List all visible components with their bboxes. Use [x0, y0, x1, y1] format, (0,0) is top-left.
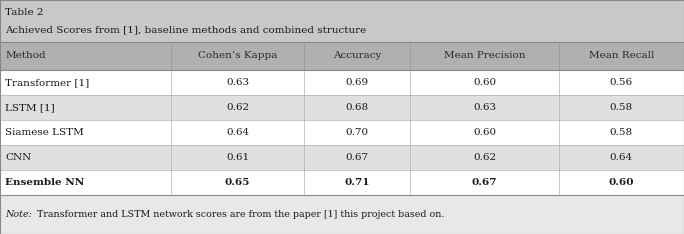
Text: 0.68: 0.68: [345, 103, 369, 112]
Text: Achieved Scores from [1], baseline methods and combined structure: Achieved Scores from [1], baseline metho…: [5, 26, 367, 35]
Text: 0.63: 0.63: [226, 78, 249, 87]
Text: 0.65: 0.65: [225, 178, 250, 187]
Text: Mean Recall: Mean Recall: [589, 51, 654, 61]
Text: 0.71: 0.71: [345, 178, 370, 187]
Text: 0.56: 0.56: [609, 78, 633, 87]
Bar: [0, 42, 684, 70]
Text: Transformer and LSTM network scores are from the paper [1] this project based on: Transformer and LSTM network scores are …: [34, 210, 445, 219]
Text: 0.62: 0.62: [226, 103, 249, 112]
Text: Mean Precision: Mean Precision: [444, 51, 525, 61]
Text: Table 2: Table 2: [5, 8, 44, 17]
Text: 0.58: 0.58: [609, 128, 633, 137]
Text: 0.64: 0.64: [609, 153, 633, 162]
Text: 0.58: 0.58: [609, 103, 633, 112]
Text: Accuracy: Accuracy: [333, 51, 382, 61]
Bar: [0, 120, 684, 145]
Bar: [0, 0, 684, 42]
Text: Cohen’s Kappa: Cohen’s Kappa: [198, 51, 277, 61]
Text: Ensemble NN: Ensemble NN: [5, 178, 85, 187]
Text: 0.64: 0.64: [226, 128, 249, 137]
Text: Note:: Note:: [5, 210, 32, 219]
Text: LSTM [1]: LSTM [1]: [5, 103, 55, 112]
Text: 0.69: 0.69: [345, 78, 369, 87]
Text: 0.60: 0.60: [473, 128, 496, 137]
Text: 0.60: 0.60: [473, 78, 496, 87]
Text: 0.60: 0.60: [609, 178, 634, 187]
Text: Transformer [1]: Transformer [1]: [5, 78, 90, 87]
Bar: [0, 145, 684, 170]
Bar: [0, 170, 684, 195]
Bar: [0, 195, 684, 234]
Text: Method: Method: [5, 51, 46, 61]
Bar: [0, 70, 684, 95]
Text: Siamese LSTM: Siamese LSTM: [5, 128, 84, 137]
Text: 0.63: 0.63: [473, 103, 496, 112]
Text: 0.67: 0.67: [472, 178, 497, 187]
Text: 0.70: 0.70: [345, 128, 369, 137]
Text: 0.62: 0.62: [473, 153, 496, 162]
Text: 0.61: 0.61: [226, 153, 249, 162]
Text: 0.67: 0.67: [345, 153, 369, 162]
Text: CNN: CNN: [5, 153, 31, 162]
Bar: [0, 95, 684, 120]
